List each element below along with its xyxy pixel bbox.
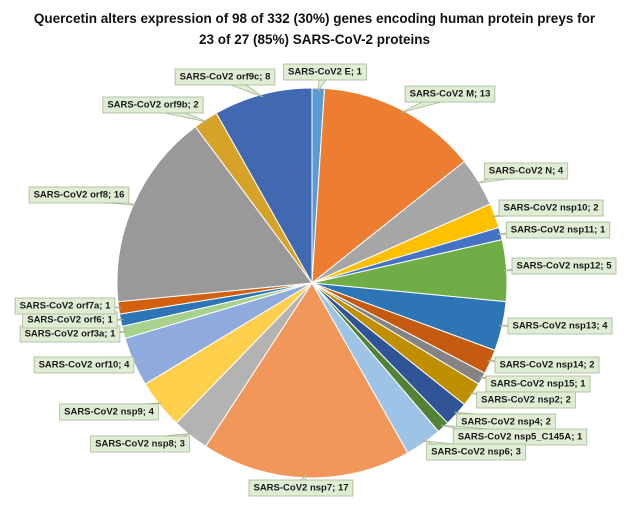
data-label-callout: SARS-CoV2 N; 4 bbox=[476, 162, 569, 184]
data-label-text: SARS-CoV2 orf7a; 1 bbox=[20, 301, 112, 312]
data-label-callout: SARS-CoV2 nsp9; 4 bbox=[59, 402, 162, 421]
data-label-text: SARS-CoV2 nsp14; 2 bbox=[499, 360, 594, 371]
data-label-text: SARS-CoV2 nsp10; 2 bbox=[503, 203, 598, 214]
callout-box bbox=[14, 297, 116, 315]
data-label-text: SARS-CoV2 nsp15; 1 bbox=[490, 379, 586, 390]
data-label-callout: SARS-CoV2 nsp10; 2 bbox=[492, 199, 604, 218]
callout-box bbox=[511, 257, 617, 275]
callout-box bbox=[507, 317, 613, 335]
data-label-callout: SARS-CoV2 nsp5_C145A; 1 bbox=[441, 424, 588, 446]
pie-slice bbox=[116, 126, 313, 303]
data-label-text: SARS-CoV2 nsp12; 5 bbox=[516, 261, 612, 272]
data-label-text: SARS-CoV2 orf3a; 1 bbox=[25, 329, 117, 340]
callout-box bbox=[283, 63, 367, 81]
data-label-callout: SARS-CoV2 nsp11; 1 bbox=[497, 221, 611, 239]
callout-box bbox=[33, 356, 135, 374]
data-label-text: SARS-CoV2 nsp5_C145A; 1 bbox=[458, 432, 583, 443]
chart-title: Quercetin alters expression of 98 of 332… bbox=[33, 11, 596, 47]
data-label-text: SARS-CoV2 orf8; 16 bbox=[34, 190, 125, 201]
callout-box bbox=[90, 435, 190, 453]
data-label-text: SARS-CoV2 nsp9; 4 bbox=[64, 407, 154, 418]
data-label-callout: SARS-CoV2 orf9c; 8 bbox=[174, 68, 276, 98]
data-label-text: SARS-CoV2 M; 13 bbox=[410, 89, 491, 100]
data-label-callout: SARS-CoV2 nsp13; 4 bbox=[499, 317, 613, 335]
pie-slice bbox=[311, 87, 466, 285]
data-label-callout: SARS-CoV2 orf9b; 2 bbox=[102, 96, 208, 123]
data-label-text: SARS-CoV2 nsp2; 2 bbox=[481, 395, 571, 406]
pie-slice bbox=[215, 87, 313, 285]
data-label-callout: SARS-CoV2 nsp15; 1 bbox=[479, 375, 591, 393]
data-label-text: SARS-CoV2 N; 4 bbox=[489, 166, 564, 177]
data-label-callout: SARS-CoV2 orf7a; 1 bbox=[14, 297, 122, 315]
data-label-text: SARS-CoV2 orf9c; 8 bbox=[180, 72, 271, 83]
callout-box bbox=[505, 221, 611, 239]
data-label-text: SARS-CoV2 nsp8; 3 bbox=[95, 439, 185, 450]
callout-box bbox=[494, 356, 600, 374]
callout-box bbox=[483, 162, 569, 180]
data-label-callout: SARS-CoV2 nsp14; 2 bbox=[487, 356, 600, 374]
callout-box bbox=[476, 391, 576, 409]
callout-box bbox=[498, 199, 604, 217]
data-label-callout: SARS-CoV2 nsp2; 2 bbox=[469, 391, 576, 409]
data-label-text: SARS-CoV2 nsp4; 2 bbox=[461, 417, 551, 428]
callout-box bbox=[59, 403, 159, 421]
data-label-text: SARS-CoV2 orf6; 1 bbox=[27, 315, 113, 326]
data-label-callout: SARS-CoV2 nsp6; 3 bbox=[421, 440, 526, 461]
callout-box bbox=[426, 443, 526, 461]
data-label-callout: SARS-CoV2 nsp12; 5 bbox=[503, 257, 617, 275]
callout-box bbox=[248, 479, 354, 497]
data-label-callout: SARS-CoV2 E; 1 bbox=[283, 63, 367, 93]
data-label-text: SARS-CoV2 orf9b; 2 bbox=[107, 100, 198, 111]
callout-box bbox=[404, 85, 496, 103]
data-label-text: SARS-CoV2 orf10; 4 bbox=[39, 360, 131, 371]
callout-box bbox=[102, 96, 204, 114]
data-label-text: SARS-CoV2 E; 1 bbox=[288, 67, 363, 78]
data-label-callout: SARS-CoV2 nsp4; 2 bbox=[454, 411, 556, 431]
data-label-callout: SARS-CoV2 orf6; 1 bbox=[22, 311, 124, 329]
callout-box bbox=[174, 68, 276, 86]
data-label-callout: SARS-CoV2 nsp7; 17 bbox=[248, 473, 354, 497]
data-label-callout: SARS-CoV2 orf3a; 1 bbox=[19, 325, 127, 343]
data-label-text: SARS-CoV2 nsp13; 4 bbox=[512, 321, 608, 332]
data-label-callout: SARS-CoV2 orf10; 4 bbox=[33, 356, 137, 374]
data-label-text: SARS-CoV2 nsp6; 3 bbox=[431, 447, 521, 458]
data-label-callout: SARS-CoV2 M; 13 bbox=[400, 85, 496, 114]
data-label-callout: SARS-CoV2 nsp8; 3 bbox=[90, 432, 193, 453]
data-label-callout: SARS-CoV2 orf8; 16 bbox=[28, 186, 137, 206]
data-label-text: SARS-CoV2 nsp11; 1 bbox=[511, 225, 606, 236]
data-label-text: SARS-CoV2 nsp7; 17 bbox=[253, 483, 348, 494]
callout-box bbox=[28, 186, 130, 204]
